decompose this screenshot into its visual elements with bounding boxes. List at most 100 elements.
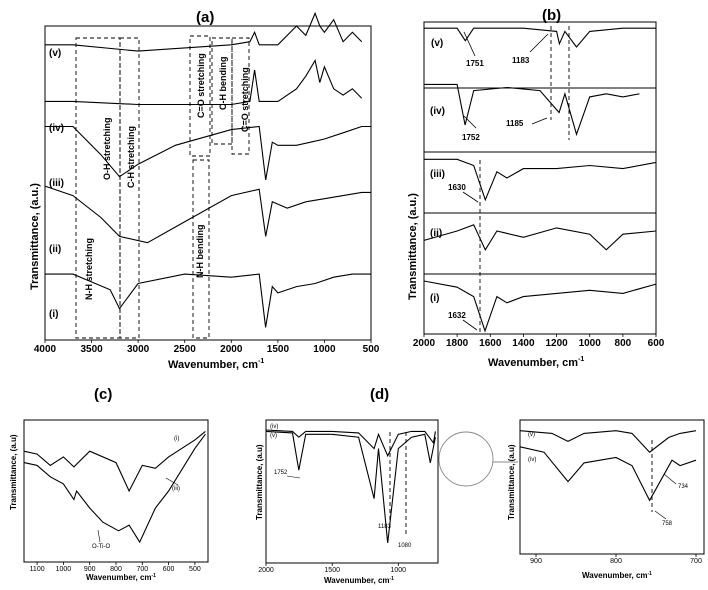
trace-a-5 <box>45 273 371 328</box>
c-label-i: (i) <box>174 436 179 442</box>
xtick-label-a-6: 1000 <box>313 344 336 355</box>
c-label-iii: (iii) <box>172 486 180 492</box>
trace-c-1 <box>23 430 206 493</box>
d-label-iv: (iv) <box>270 424 278 430</box>
b-arrow-1751 <box>463 31 476 57</box>
xtick-label-c-6: 500 <box>189 566 201 573</box>
a-xlabel: Wavenumber, cm-1 <box>168 358 264 371</box>
c-arrow-oto <box>97 529 101 543</box>
b-trace-label-v: (v) <box>431 38 443 49</box>
a-band-box-nh <box>192 159 210 339</box>
a-band-label-chb: C-H bending <box>218 57 228 111</box>
panel-d-letter: (d) <box>370 386 389 403</box>
d-peak-1080: 1080 <box>398 543 412 549</box>
trace-a-3 <box>45 125 371 180</box>
a-trace-label-iii: (iii) <box>49 178 64 189</box>
a-band-label-oh: O-H stretching <box>102 117 112 180</box>
xtick-label-b-3: 1400 <box>512 338 535 349</box>
xtick-label-a-2: 3000 <box>127 344 150 355</box>
trace-c-2 <box>23 433 206 544</box>
xtick-label-d-0: 2000 <box>258 567 274 574</box>
b-xlabel: Wavenumber, cm-1 <box>488 356 584 369</box>
xtick-label-d-inset-2: 700 <box>690 558 702 565</box>
d-arrow-1752 <box>286 475 301 479</box>
a-trace-label-ii: (ii) <box>49 244 61 255</box>
b-peak-1630: 1630 <box>448 183 466 192</box>
xtick-label-a-1: 3500 <box>80 344 103 355</box>
b-ylabel: Transmittance, (a.u.) <box>407 193 419 300</box>
trace-d-inset-2 <box>519 446 697 502</box>
xtick-label-d-inset-1: 800 <box>610 558 622 565</box>
b-trace-label-i: (i) <box>430 293 439 304</box>
xtick-label-c-4: 700 <box>136 566 148 573</box>
panel-d-frame <box>265 419 439 564</box>
b-trace-label-iv: (iv) <box>430 106 445 117</box>
a-band-label-co: C=O stretching <box>196 53 206 118</box>
trace-d-1 <box>265 430 436 544</box>
a-trace-label-i: (i) <box>49 309 58 320</box>
a-band-label-ch: C-H stretching <box>126 126 136 188</box>
a-band-box-oh <box>75 37 121 339</box>
panel-c-letter: (c) <box>94 386 112 403</box>
xtick-label-b-6: 800 <box>615 338 632 349</box>
b-arrow-1185 <box>531 117 548 125</box>
trace-b-1 <box>424 27 656 48</box>
c-label-oto: O-Ti-O <box>92 544 110 550</box>
trace-d-2 <box>265 429 436 458</box>
inset-arrow-758 <box>654 510 667 520</box>
trace-b-4 <box>423 224 657 251</box>
b-trace-label-ii: (ii) <box>430 228 442 239</box>
inset-peak-758: 758 <box>662 521 673 527</box>
a-trace-label-iv: (iv) <box>49 123 64 134</box>
b-trace-label-iii: (iii) <box>430 169 445 180</box>
trace-b-3 <box>424 158 657 202</box>
xtick-label-b-0: 2000 <box>413 338 436 349</box>
xtick-label-a-4: 2000 <box>220 344 243 355</box>
xtick-label-a-7: 500 <box>363 344 380 355</box>
b-arrow-1632 <box>462 319 478 331</box>
trace-layer <box>23 11 697 544</box>
inset-peak-734: 734 <box>678 484 689 490</box>
b-peak-annotations: 1751 1183 1752 1185 1630 1632 <box>448 31 549 331</box>
trace-a-1 <box>45 11 363 52</box>
a-band-box-co <box>189 35 211 157</box>
inset-xlabel: Wavenumber, cm-1 <box>582 571 652 580</box>
xtick-label-b-4: 1200 <box>545 338 568 349</box>
xtick-label-c-5: 600 <box>163 566 175 573</box>
xtick-label-d-1: 1500 <box>324 567 340 574</box>
b-peak-1183: 1183 <box>512 56 530 65</box>
xtick-label-b-2: 1600 <box>479 338 502 349</box>
b-arrow-1630 <box>462 191 479 203</box>
c-ylabel: Transmittance, (a.u) <box>9 434 18 510</box>
a-band-box-c-o <box>231 37 250 155</box>
trace-a-4 <box>44 185 371 244</box>
inset-arrow-734 <box>663 473 677 485</box>
trace-a-2 <box>45 59 363 106</box>
a-trace-label-v: (v) <box>49 48 61 59</box>
xtick-label-a-0: 4000 <box>34 344 57 355</box>
xtick-label-a-3: 2500 <box>174 344 197 355</box>
xtick-label-d-inset-0: 900 <box>530 558 542 565</box>
panel-a-letter: (a) <box>196 9 214 26</box>
panel-a-frame <box>44 25 372 341</box>
b-peak-1752: 1752 <box>462 133 480 142</box>
xtick-label-b-1: 1800 <box>446 338 469 349</box>
xtick-label-c-0: 1100 <box>30 566 45 573</box>
b-arrow-1183 <box>529 33 549 53</box>
inset-label-v: (v) <box>528 432 535 438</box>
panel-b-separators <box>424 87 656 275</box>
d-peak-1752: 1752 <box>274 470 288 476</box>
panel-b-letter: (b) <box>542 7 561 24</box>
tick-layer: 4000 3500 3000 2500 2000 1500 1000 500 2000 1800 1… <box>30 334 702 574</box>
a-ylabel: Transmittance, (a.u.) <box>29 183 41 290</box>
b-arrow-1752 <box>463 115 477 129</box>
trace-b-5 <box>423 280 657 333</box>
a-band-box-ch <box>119 37 140 339</box>
b-peak-1632: 1632 <box>448 311 466 320</box>
xtick-label-d-2: 1000 <box>391 567 407 574</box>
xtick-label-c-1: 1000 <box>56 566 72 573</box>
panel-d-inset-frame <box>519 419 705 555</box>
inset-label-iv: (iv) <box>528 457 536 463</box>
xtick-label-b-5: 1000 <box>579 338 602 349</box>
